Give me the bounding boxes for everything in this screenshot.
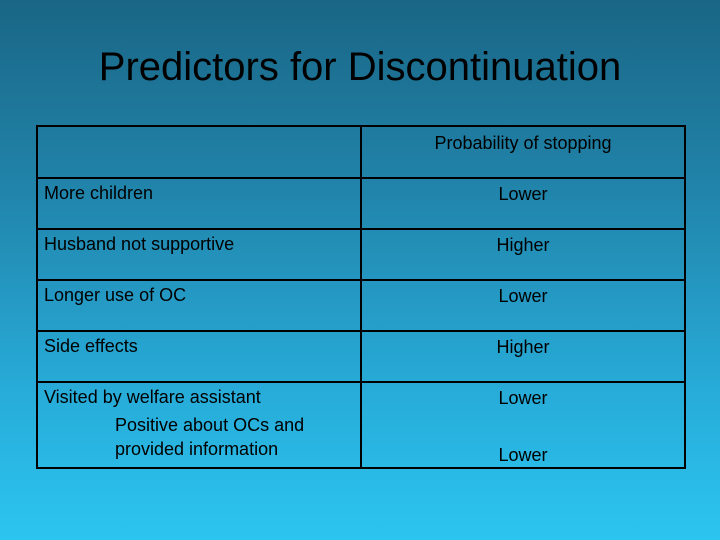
slide-title: Predictors for Discontinuation — [98, 45, 622, 89]
row-label-visited-welfare-assistant: Visited by welfare assistant — [44, 387, 261, 407]
header-probability: Probability of stopping — [434, 133, 612, 153]
row-value-more-children: Lower — [498, 184, 548, 204]
row-value-longer-use-oc: Lower — [498, 286, 548, 306]
row-value-positive-about-ocs: Lower — [498, 445, 548, 465]
row-label-positive-about-ocs: Positive about OCs and — [115, 415, 305, 435]
row-label-provided-information: provided information — [115, 439, 279, 459]
row-label-more-children: More children — [44, 183, 154, 203]
column-divider — [360, 127, 362, 467]
row-label-side-effects: Side effects — [44, 336, 138, 356]
row-value-husband-not-supportive: Higher — [496, 235, 550, 255]
row-value-side-effects: Higher — [496, 337, 550, 357]
row-value-visited-welfare-assistant: Lower — [498, 388, 548, 408]
predictors-table: Probability of stopping More children Lo… — [36, 125, 686, 469]
row-label-husband-not-supportive: Husband not supportive — [44, 234, 235, 254]
row-label-longer-use-oc: Longer use of OC — [44, 285, 187, 305]
